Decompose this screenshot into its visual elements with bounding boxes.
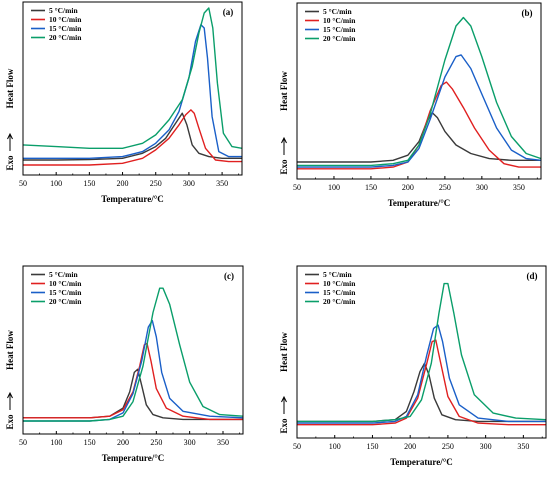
panel-label-a: (a) xyxy=(223,7,234,17)
x-tick-label-c-250: 250 xyxy=(150,438,162,447)
x-tick-label-b-200: 200 xyxy=(402,183,414,192)
exo-arrow-d xyxy=(281,395,287,414)
series-line-d-4 xyxy=(297,282,546,423)
x-tick-label-b-350: 350 xyxy=(513,183,525,192)
legend-label-d-2: 10 °C/min xyxy=(323,279,356,288)
series-line-a-3 xyxy=(23,24,242,159)
legend-label-c-3: 15 °C/min xyxy=(49,288,82,297)
chart-panel-b: 50 100 150 200 250 300 350 Temperature/°C Heat F… xyxy=(279,2,542,208)
legend-label-a-4: 20 °C/min xyxy=(49,33,82,42)
y-axis-title-d: Heat Flow xyxy=(279,332,289,372)
exo-arrow-a xyxy=(7,132,13,151)
legend-label-c-2: 10 °C/min xyxy=(49,279,82,288)
series-line-d-2 xyxy=(297,339,546,426)
series-line-d-3 xyxy=(297,324,546,424)
chart-panel-d: 50 100 150 200 250 300 350 Temperature/°C Heat F… xyxy=(279,265,547,467)
chart-panel-a: 50 100 150 200 250 300 350 Temperature/°C Heat F… xyxy=(5,1,243,204)
x-tick-label-c-300: 300 xyxy=(184,438,196,447)
x-tick-label-a-50: 50 xyxy=(19,179,27,188)
x-axis-title-d: Temperature/°C xyxy=(390,457,453,467)
panel-label-c: (c) xyxy=(224,271,234,281)
legend-label-a-2: 10 °C/min xyxy=(49,15,82,24)
x-tick-label-c-350: 350 xyxy=(217,438,229,447)
x-tick-label-d-350: 350 xyxy=(517,442,529,451)
plot-frame-a xyxy=(22,1,243,176)
exo-label-c: Exo xyxy=(5,414,15,430)
x-axis-title-a: Temperature/°C xyxy=(101,194,164,204)
x-tick-label-d-200: 200 xyxy=(404,442,416,451)
series-line-c-2 xyxy=(23,342,243,421)
x-tick-label-c-50: 50 xyxy=(19,438,27,447)
series-line-b-4 xyxy=(297,16,541,167)
legend-label-b-4: 20 °C/min xyxy=(323,34,356,43)
x-tick-label-b-250: 250 xyxy=(439,183,451,192)
series-line-a-4 xyxy=(23,7,242,149)
x-tick-label-d-250: 250 xyxy=(442,442,454,451)
x-tick-label-b-100: 100 xyxy=(328,183,340,192)
exo-arrow-c xyxy=(7,391,13,410)
x-tick-label-c-150: 150 xyxy=(84,438,96,447)
legend-label-d-4: 20 °C/min xyxy=(323,297,356,306)
panel-label-b: (b) xyxy=(522,8,533,18)
series-line-b-2 xyxy=(297,81,541,170)
x-tick-label-a-350: 350 xyxy=(216,179,228,188)
exo-label-d: Exo xyxy=(279,418,289,434)
x-tick-label-d-100: 100 xyxy=(329,442,341,451)
legend-label-c-1: 5 °C/min xyxy=(49,270,78,279)
x-tick-label-a-250: 250 xyxy=(150,179,162,188)
legend-label-b-1: 5 °C/min xyxy=(323,7,352,16)
x-tick-label-b-50: 50 xyxy=(293,183,301,192)
legend-label-a-1: 5 °C/min xyxy=(49,6,78,15)
x-tick-label-a-150: 150 xyxy=(83,179,95,188)
y-axis-title-c: Heat Flow xyxy=(5,330,15,370)
series-line-c-4 xyxy=(23,287,243,422)
legend-label-d-1: 5 °C/min xyxy=(323,270,352,279)
panel-label-d: (d) xyxy=(527,271,538,281)
series-line-a-2 xyxy=(23,109,242,166)
series-line-b-3 xyxy=(297,54,541,168)
plot-frame-b xyxy=(296,2,542,180)
plot-frame-c xyxy=(22,265,244,435)
exo-arrow-b xyxy=(281,136,287,155)
x-tick-label-d-150: 150 xyxy=(366,442,378,451)
series-line-c-3 xyxy=(23,319,243,422)
x-tick-label-d-50: 50 xyxy=(293,442,301,451)
series-line-d-1 xyxy=(297,362,546,423)
legend-label-c-4: 20 °C/min xyxy=(49,297,82,306)
y-axis-title-a: Heat Flow xyxy=(5,68,15,108)
plot-frame-d xyxy=(296,265,547,439)
exo-label-a: Exo xyxy=(5,155,15,171)
x-axis-title-b: Temperature/°C xyxy=(388,198,451,208)
legend-label-b-3: 15 °C/min xyxy=(323,25,356,34)
y-axis-title-b: Heat Flow xyxy=(279,71,289,111)
x-tick-label-c-200: 200 xyxy=(117,438,129,447)
chart-panel-c: 50 100 150 200 250 300 350 Temperature/°C Heat F… xyxy=(5,265,244,463)
x-axis-title-c: Temperature/°C xyxy=(102,453,165,463)
series-line-a-1 xyxy=(23,112,242,161)
x-tick-label-a-200: 200 xyxy=(117,179,129,188)
x-tick-label-a-100: 100 xyxy=(50,179,62,188)
exo-label-b: Exo xyxy=(279,159,289,175)
x-tick-label-a-300: 300 xyxy=(183,179,195,188)
legend-label-d-3: 15 °C/min xyxy=(323,288,356,297)
x-tick-label-b-300: 300 xyxy=(476,183,488,192)
x-tick-label-d-300: 300 xyxy=(480,442,492,451)
legend-label-a-3: 15 °C/min xyxy=(49,24,82,33)
x-tick-label-b-150: 150 xyxy=(365,183,377,192)
legend-label-b-2: 10 °C/min xyxy=(323,16,356,25)
x-tick-label-c-100: 100 xyxy=(50,438,62,447)
